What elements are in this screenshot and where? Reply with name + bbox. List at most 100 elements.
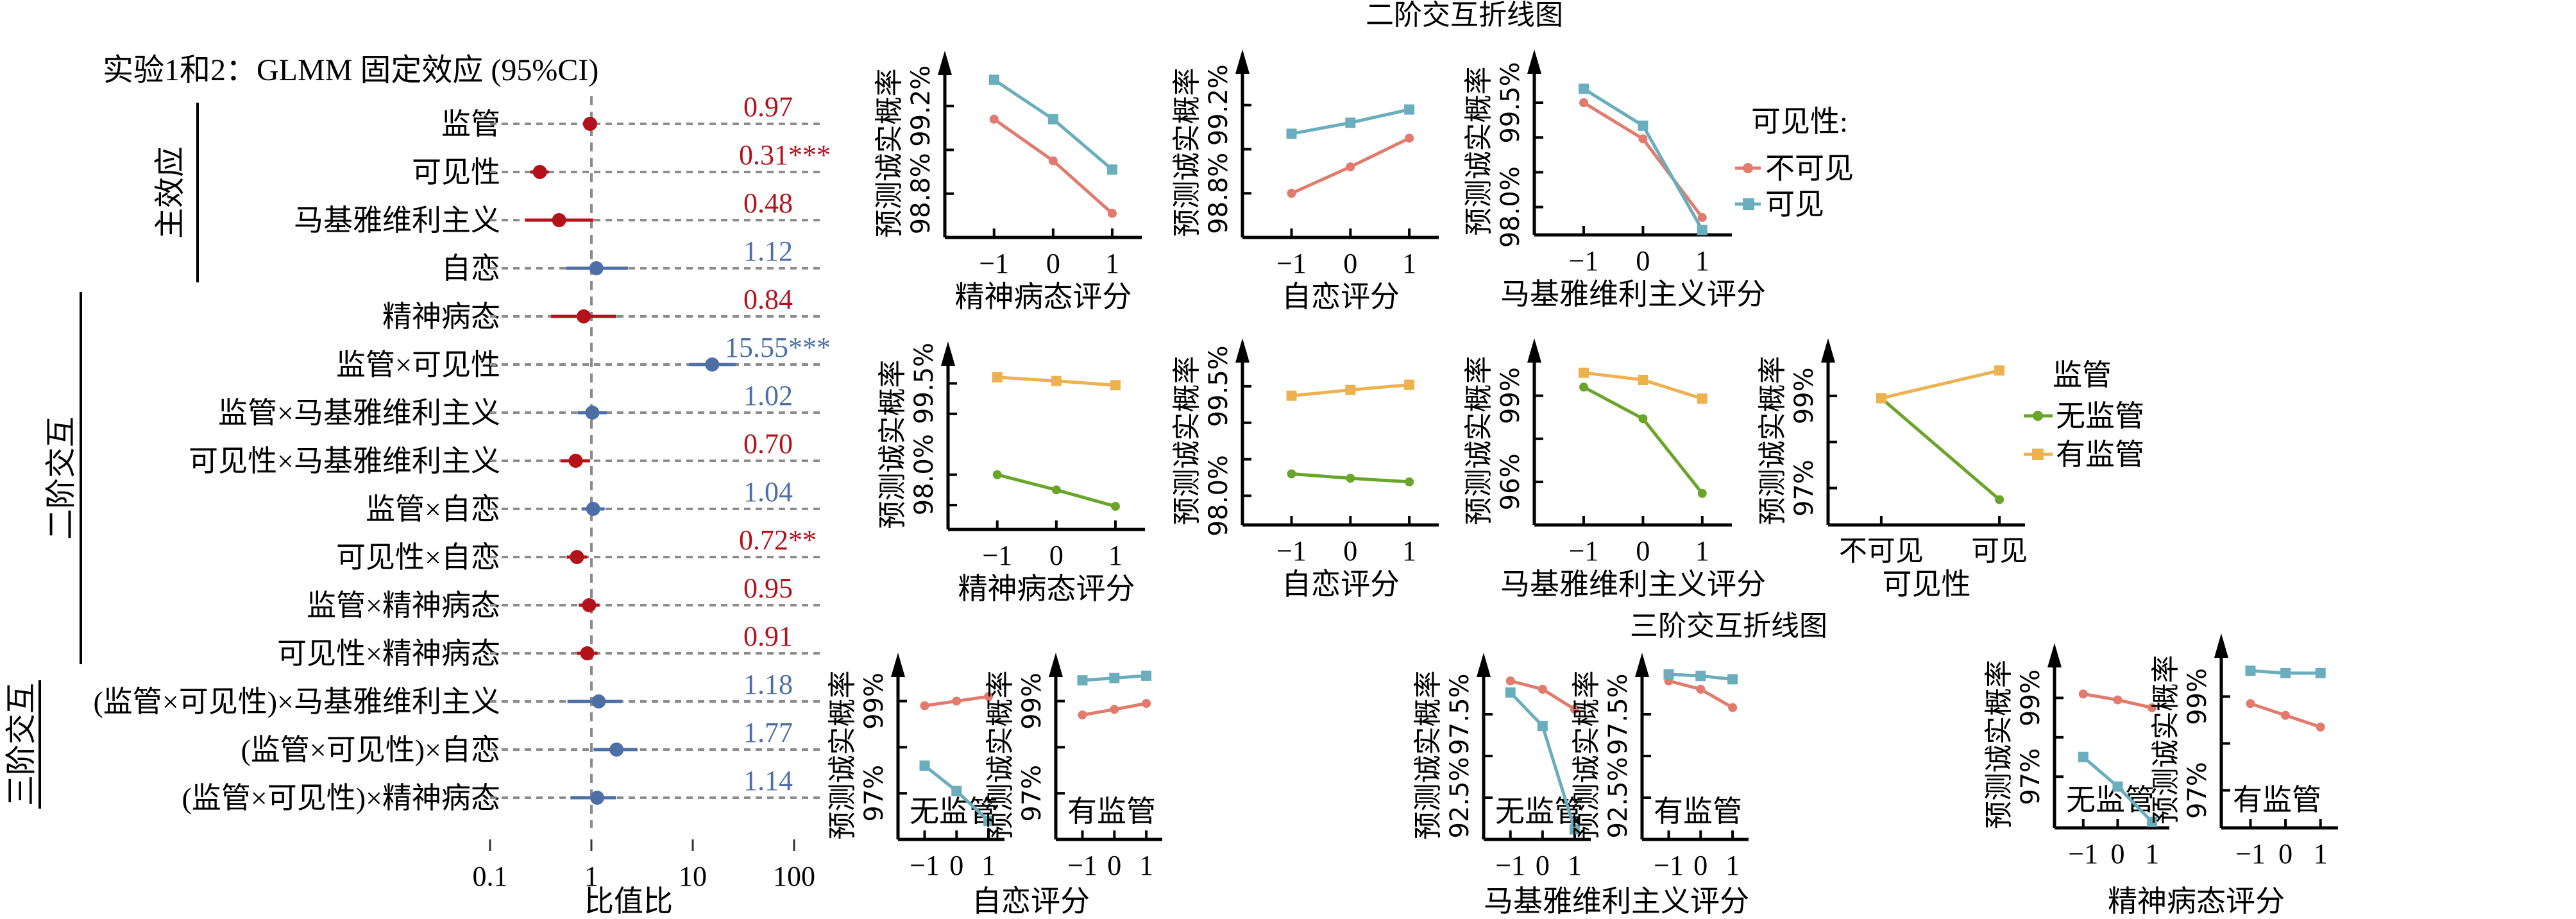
data-point-square <box>1727 674 1738 685</box>
data-point-circle <box>2281 710 2291 720</box>
or-point <box>585 406 600 420</box>
x-tick-label: −1 <box>1276 535 1307 567</box>
y-tick-label: 99% <box>1790 367 1819 424</box>
data-point-circle <box>2113 695 2123 705</box>
or-point <box>589 791 604 805</box>
data-point-square <box>1077 675 1088 686</box>
x-tick-label: 1 <box>1402 535 1416 567</box>
significance-stars: *** <box>788 139 831 171</box>
x-tick-label: 0 <box>1536 850 1550 881</box>
data-point-square <box>1109 673 1120 683</box>
data-point-square <box>2315 667 2326 678</box>
forest-title: 实验1和2：GLMM 固定效应 (95%CI) <box>103 53 598 87</box>
group-label: 主效应 <box>153 146 187 239</box>
legend-marker-circle <box>1743 163 1753 173</box>
x-tick-label: 1 <box>1139 850 1153 881</box>
x-tick-label: 0 <box>1046 248 1060 279</box>
data-point-square <box>2280 667 2291 678</box>
x-tick-label: 1 <box>1105 248 1119 279</box>
y-axis-label: 预测诚实概率 <box>1757 356 1788 526</box>
or-value: 0.95 <box>743 572 793 604</box>
series-line <box>1881 368 2000 400</box>
row-label: 马基雅维利主义 <box>294 204 500 237</box>
x-tick-label: 10 <box>679 861 707 892</box>
data-point-square <box>1404 379 1415 390</box>
y-tick-label: 96% <box>1496 453 1525 510</box>
second-order-title: 二阶交互折线图 <box>1366 0 1563 31</box>
x-axis-label: 精神病态评分 <box>955 280 1132 313</box>
or-value: 0.97 <box>743 91 793 123</box>
data-point-square <box>1286 390 1297 401</box>
legend-item: 不可见 <box>1765 152 1854 185</box>
legend-item: 有监管 <box>2056 438 2144 471</box>
data-point-square <box>1345 117 1356 128</box>
x-tick-label: 0 <box>1693 850 1707 881</box>
data-point-square <box>1404 104 1415 115</box>
data-point-circle <box>2148 703 2157 712</box>
x-tick-label: −1 <box>1276 248 1307 279</box>
x-tick-label: −1 <box>2235 838 2266 870</box>
data-point-circle <box>1638 414 1648 424</box>
y-axis-label: 预测诚实概率 <box>1412 671 1444 840</box>
x-axis-label: 自恋评分 <box>1282 568 1400 601</box>
y-tick-label: 97.5% <box>1445 673 1475 755</box>
y-tick-label: 99.2% <box>1204 64 1233 146</box>
data-point-circle <box>984 692 994 701</box>
y-tick-label: 98.0% <box>1496 166 1525 248</box>
group-label: 三阶交互 <box>4 683 38 806</box>
y-tick-label: 98.8% <box>1204 153 1233 234</box>
data-point-square <box>1106 164 1117 175</box>
data-point-circle <box>1697 488 1707 498</box>
or-point <box>570 550 584 564</box>
or-value: 0.31*** <box>739 139 831 171</box>
data-point-square <box>1695 671 1706 682</box>
y-axis-arrow-icon <box>1049 653 1063 677</box>
x-tick-label: 0.1 <box>473 861 508 892</box>
x-axis-label: 可见性 <box>1883 568 1971 601</box>
legend-title: 可见性: <box>1751 105 1848 138</box>
data-point-square <box>1110 380 1121 391</box>
or-point <box>532 165 547 179</box>
x-axis-label: 比值比 <box>584 885 673 918</box>
data-point-square <box>1638 120 1648 131</box>
y-tick-label: 92.5% <box>1445 757 1475 838</box>
or-value: 0.48 <box>743 187 793 219</box>
series-line <box>993 117 1114 215</box>
y-tick-label: 97% <box>1790 460 1819 517</box>
or-point <box>577 309 591 323</box>
data-point-square <box>1505 687 1516 698</box>
forest-plot: 监管0.97可见性0.31***马基雅维利主义0.48自恋1.12精神病态0.8… <box>4 91 831 918</box>
data-point-circle <box>1078 710 1087 720</box>
data-point-square <box>1638 374 1648 385</box>
y-axis-label: 预测诚实概率 <box>1463 67 1495 236</box>
or-point <box>552 213 566 227</box>
data-point-square <box>1051 375 1062 386</box>
data-point-circle <box>1346 474 1355 483</box>
x-tick-label: 1 <box>981 850 996 881</box>
x-tick-label: 0 <box>2278 838 2292 870</box>
data-point-circle <box>2078 689 2088 699</box>
y-axis-label: 预测诚实概率 <box>1571 671 1602 840</box>
row-label: 监管×马基雅维利主义 <box>218 397 500 429</box>
x-tick-label: −1 <box>1569 245 1599 277</box>
y-tick-label: 99% <box>2016 669 2046 726</box>
legend-marker-square <box>2032 449 2044 460</box>
y-axis-label: 预测诚实概率 <box>985 671 1016 840</box>
data-point-square <box>1569 824 1580 835</box>
or-point <box>609 743 624 757</box>
y-axis-label: 预测诚实概率 <box>874 69 905 238</box>
x-tick-label: 1 <box>1695 245 1709 277</box>
y-tick-label: 99.5% <box>1496 62 1525 144</box>
y-axis-arrow-icon <box>2214 633 2228 658</box>
x-tick-label: −1 <box>1067 850 1097 881</box>
x-tick-label: 1 <box>2314 838 2328 870</box>
x-axis-label: 马基雅维利主义评分 <box>1500 568 1766 601</box>
x-axis-label: 马基雅维利主义评分 <box>1500 278 1766 311</box>
